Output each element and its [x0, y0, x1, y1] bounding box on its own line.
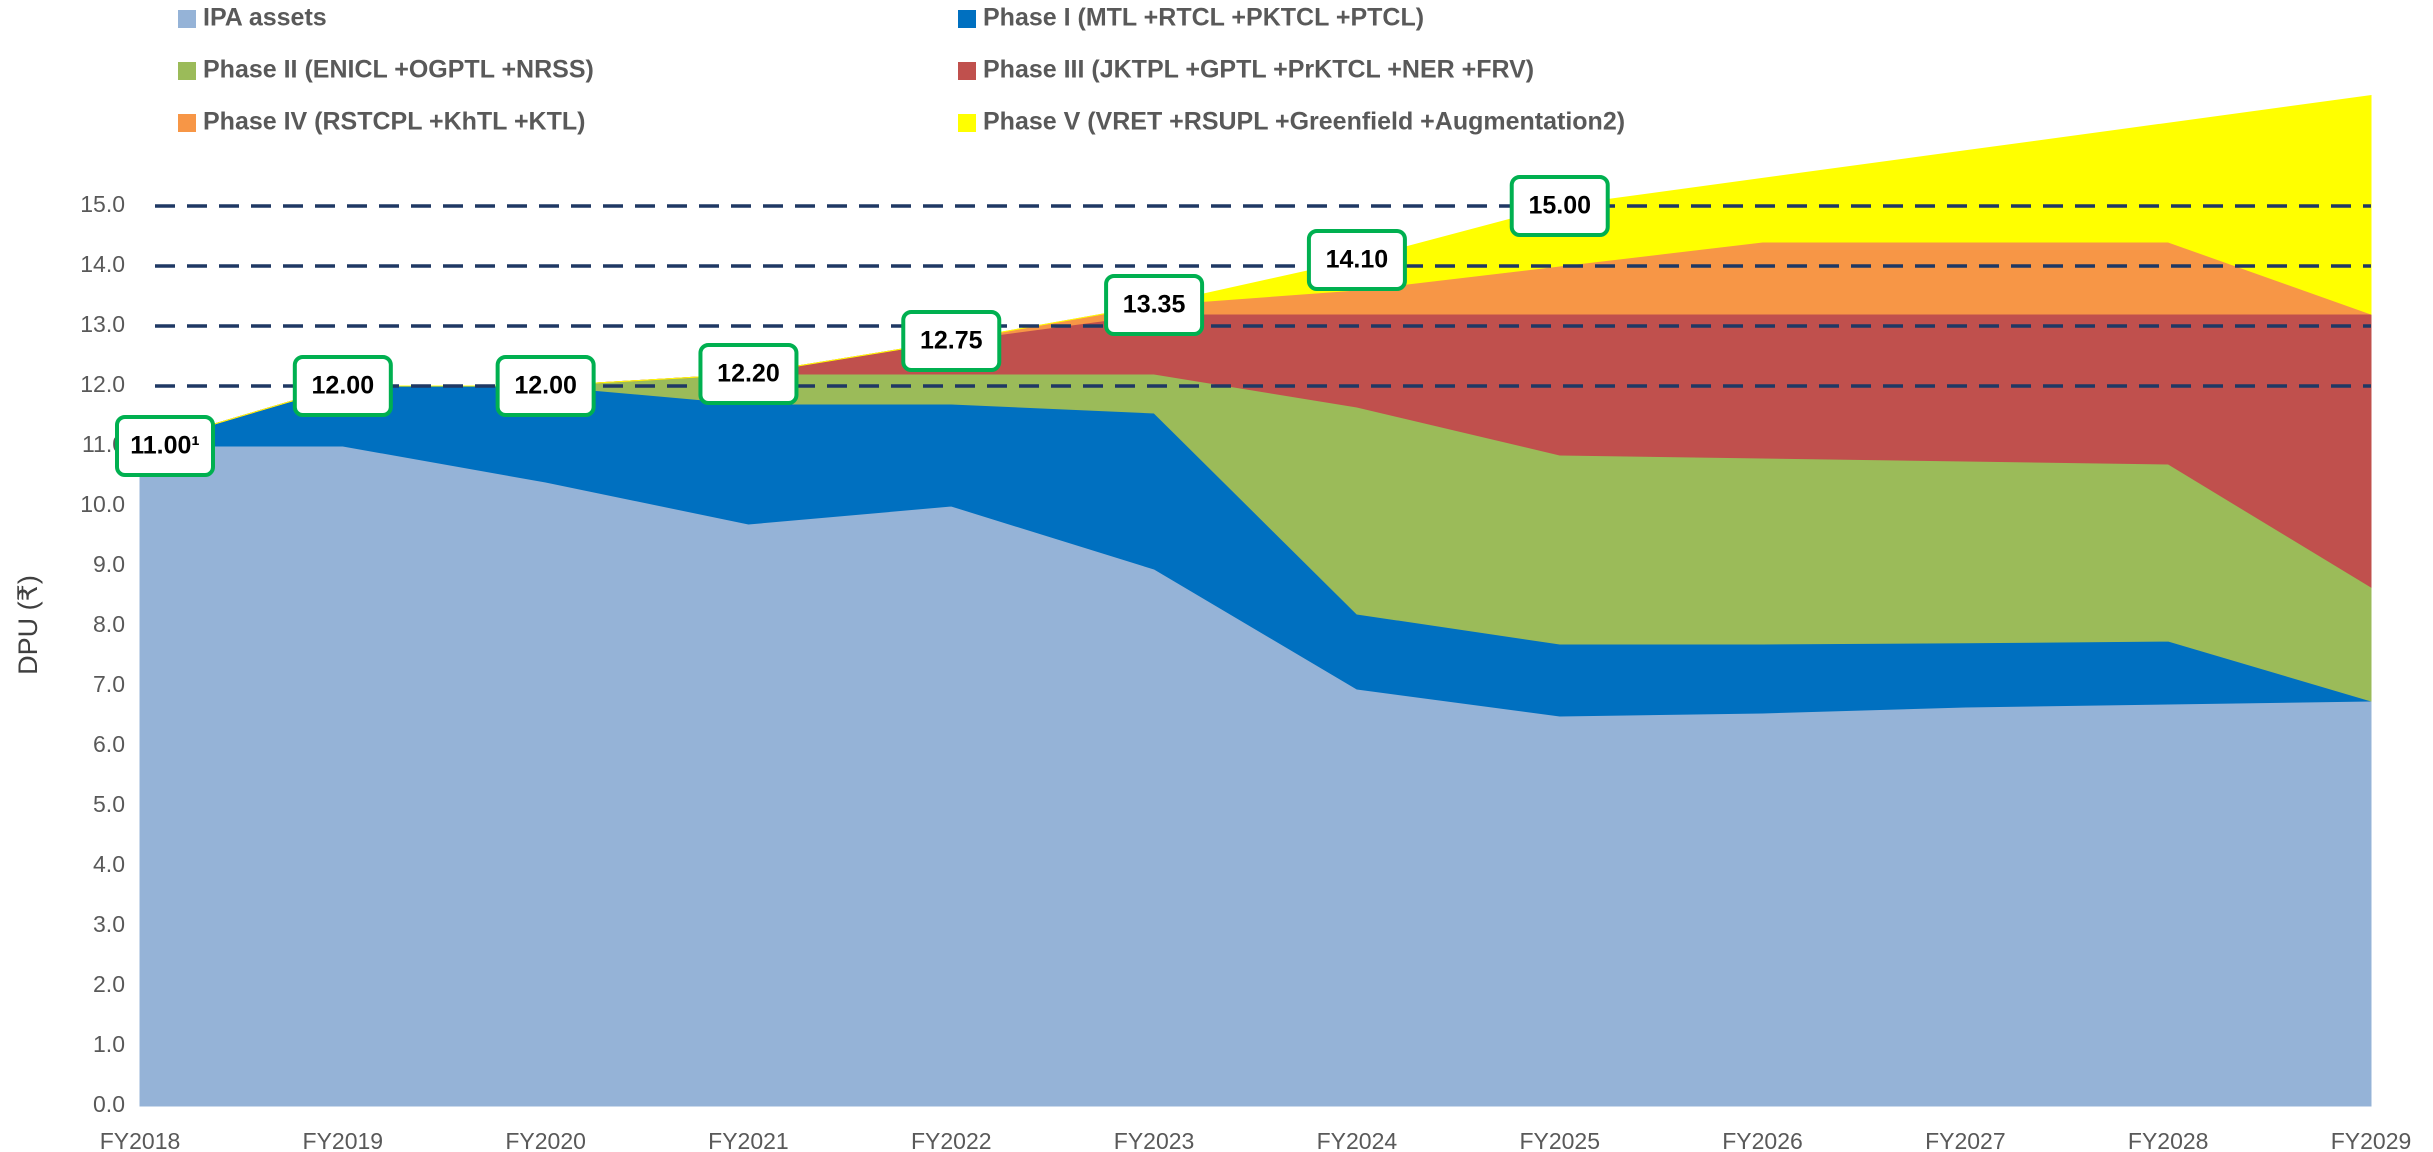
y-tick-label: 2.0 — [93, 971, 125, 997]
annotation-box — [1509, 175, 1610, 237]
y-tick-label: 0.0 — [93, 1091, 125, 1117]
y-tick-label: 12.0 — [80, 371, 125, 397]
annotation-label: 12.20 — [717, 360, 780, 388]
y-tick-label: 3.0 — [93, 911, 125, 937]
x-tick-label: FY2019 — [303, 1128, 384, 1152]
legend-swatch — [958, 114, 976, 132]
x-tick-label: FY2024 — [1317, 1128, 1398, 1152]
x-tick-label: FY2025 — [1519, 1128, 1600, 1152]
annotation-label: 15.00 — [1528, 192, 1591, 220]
annotation-label: 12.00 — [514, 372, 577, 400]
x-tick-label: FY2018 — [100, 1128, 181, 1152]
legend-label: Phase II (ENICL +OGPTL +NRSS) — [203, 56, 594, 84]
x-tick-label: FY2022 — [911, 1128, 992, 1152]
y-tick-label: 5.0 — [93, 791, 125, 817]
y-tick-label: 7.0 — [93, 671, 125, 697]
legend-swatch — [178, 10, 196, 28]
legend-swatch — [958, 10, 976, 28]
y-tick-label: 6.0 — [93, 731, 125, 757]
annotation-label: 13.35 — [1123, 291, 1186, 319]
y-tick-label: 9.0 — [93, 551, 125, 577]
y-tick-label: 8.0 — [93, 611, 125, 637]
x-tick-label: FY2026 — [1722, 1128, 1803, 1152]
annotation-label: 14.10 — [1326, 246, 1389, 274]
annotation-label: 12.75 — [920, 327, 983, 355]
annotation-box — [698, 343, 799, 405]
x-tick-label: FY2028 — [2128, 1128, 2209, 1152]
x-tick-label: FY2029 — [2331, 1128, 2412, 1152]
annotation-box — [1104, 274, 1205, 336]
legend-swatch — [178, 114, 196, 132]
legend-swatch — [958, 62, 976, 80]
legend-label: IPA assets — [203, 4, 327, 32]
annotation-box — [115, 415, 215, 477]
y-tick-label: 4.0 — [93, 851, 125, 877]
annotation-label: 11.00¹ — [130, 432, 200, 460]
legend-label: Phase V (VRET +RSUPL +Greenfield +Augmen… — [983, 108, 1625, 136]
legend-swatch — [178, 62, 196, 80]
legend-label: Phase I (MTL +RTCL +PKTCL +PTCL) — [983, 4, 1424, 32]
y-tick-label: 15.0 — [80, 191, 125, 217]
x-tick-label: FY2021 — [708, 1128, 789, 1152]
annotation-box — [495, 355, 596, 417]
legend-label: Phase III (JKTPL +GPTL +PrKTCL +NER +FRV… — [983, 56, 1534, 84]
x-tick-label: FY2027 — [1925, 1128, 2006, 1152]
y-tick-label: 13.0 — [80, 311, 125, 337]
annotation-box — [901, 310, 1002, 372]
annotation-box — [292, 355, 393, 417]
x-tick-label: FY2023 — [1114, 1128, 1195, 1152]
y-tick-label: 1.0 — [93, 1031, 125, 1057]
y-tick-label: 10.0 — [80, 491, 125, 517]
y-axis-label: DPU (₹) — [13, 575, 43, 675]
annotation-box — [1306, 229, 1407, 291]
annotation-label: 12.00 — [312, 372, 375, 400]
y-tick-label: 14.0 — [80, 251, 125, 277]
legend-label: Phase IV (RSTCPL +KhTL +KTL) — [203, 108, 585, 136]
x-tick-label: FY2020 — [505, 1128, 586, 1152]
